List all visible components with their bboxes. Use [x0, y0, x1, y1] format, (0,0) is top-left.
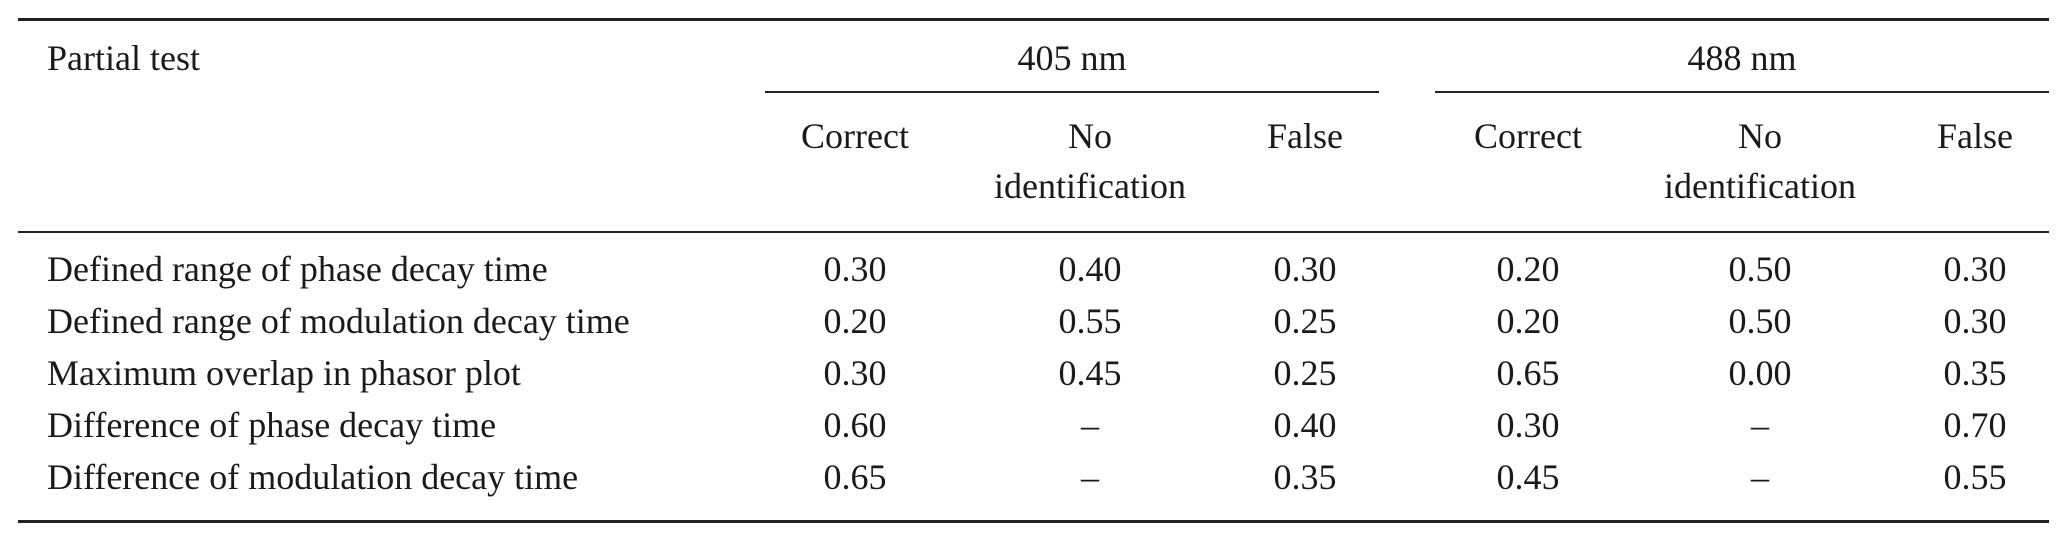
- row-label: Defined range of phase decay time: [47, 249, 548, 289]
- row-label: Difference of phase decay time: [47, 405, 497, 445]
- row-label: Maximum overlap in phasor plot: [47, 353, 521, 393]
- table-cell: 0.20: [823, 301, 887, 341]
- table-cell: 0.00: [1728, 353, 1792, 393]
- subheader-488-false: False: [1937, 116, 2013, 156]
- table-cell: 0.70: [1943, 405, 2007, 445]
- table-cell: 0.55: [1058, 301, 1122, 341]
- table-cell: 0.55: [1943, 457, 2007, 497]
- table-cell: 0.35: [1943, 353, 2007, 393]
- table-cell: 0.30: [1943, 301, 2007, 341]
- table-cell: 0.20: [1496, 301, 1560, 341]
- table-cell: 0.45: [1058, 353, 1122, 393]
- subheader-488-no-identification-line2: identification: [1664, 166, 1856, 206]
- top-rule: [18, 18, 2049, 21]
- table-cell: 0.30: [1496, 405, 1560, 445]
- subheader-488-no-identification-line1: No: [1738, 116, 1782, 156]
- table-cell: 0.50: [1728, 249, 1792, 289]
- table-cell: 0.40: [1273, 405, 1337, 445]
- table-cell: 0.65: [823, 457, 887, 497]
- table-cell: 0.45: [1496, 457, 1560, 497]
- subheader-488-correct: Correct: [1474, 116, 1582, 156]
- group-rule-405: [765, 91, 1379, 93]
- table-cell: 0.20: [1496, 249, 1560, 289]
- table-cell: –: [1751, 457, 1769, 497]
- table-cell: 0.30: [823, 249, 887, 289]
- table-cell: 0.30: [823, 353, 887, 393]
- table-cell: 0.65: [1496, 353, 1560, 393]
- table-cell: 0.25: [1273, 301, 1337, 341]
- row-label: Defined range of modulation decay time: [47, 301, 630, 341]
- header-rule: [18, 231, 2049, 233]
- table-cell: 0.50: [1728, 301, 1792, 341]
- table-cell: 0.40: [1058, 249, 1122, 289]
- subheader-405-no-identification-line2: identification: [994, 166, 1186, 206]
- stub-header: Partial test: [47, 38, 200, 78]
- subheader-405-no-identification-line1: No: [1068, 116, 1112, 156]
- table-cell: 0.25: [1273, 353, 1337, 393]
- table-cell: 0.30: [1943, 249, 2007, 289]
- row-label: Difference of modulation decay time: [47, 457, 579, 497]
- table-cell: 0.35: [1273, 457, 1337, 497]
- table-cell: 0.60: [823, 405, 887, 445]
- table-cell: 0.30: [1273, 249, 1337, 289]
- group-header-405: 405 nm: [1017, 38, 1127, 78]
- group-rule-488: [1435, 91, 2049, 93]
- group-header-488: 488 nm: [1687, 38, 1797, 78]
- subheader-405-correct: Correct: [801, 116, 909, 156]
- table-cell: –: [1751, 405, 1769, 445]
- subheader-405-false: False: [1267, 116, 1343, 156]
- table-cell: –: [1081, 405, 1099, 445]
- table-cell: –: [1081, 457, 1099, 497]
- bottom-rule: [18, 520, 2049, 523]
